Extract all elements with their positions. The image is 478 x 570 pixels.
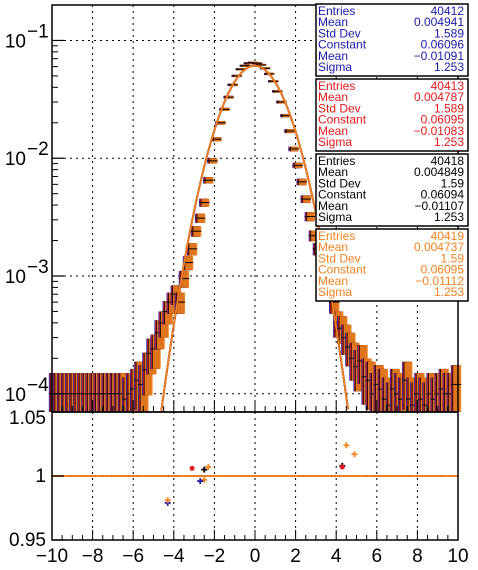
stat-label: Mean (318, 124, 348, 138)
stat-value: −0.01112 (415, 274, 464, 288)
x-tick-label: 0 (250, 546, 261, 567)
x-tick-label: 10 (447, 546, 468, 567)
stat-label: Std Dev (318, 251, 361, 265)
stat-value: 1.253 (434, 210, 464, 224)
stat-value: −0.01091 (414, 49, 465, 63)
y-tick-label: 10 (5, 267, 26, 288)
stat-label: Mean (318, 15, 348, 29)
ratio-outlier (189, 465, 195, 471)
stat-label: Std Dev (318, 176, 361, 190)
stat-label: Mean (318, 165, 348, 179)
stat-value: 1.589 (434, 26, 464, 40)
stat-label: Sigma (318, 135, 352, 149)
stat-value: 40412 (431, 4, 465, 18)
x-tick-label: −8 (82, 546, 104, 567)
stat-label: Constant (318, 188, 367, 202)
stat-value: 40413 (431, 79, 465, 93)
ratio-y-tick-label: 1 (35, 466, 46, 487)
stat-value: 0.004849 (414, 165, 464, 179)
stat-value: 40418 (431, 154, 465, 168)
stat-label: Mean (318, 90, 348, 104)
stat-boxes: Entries 40412 Mean 0.004941 Std Dev 1.589 Cons… (315, 3, 469, 302)
ratio-panel-data (51, 442, 459, 506)
stat-label: Sigma (318, 210, 352, 224)
stat-value: −0.01083 (414, 124, 465, 138)
x-tick-label: −4 (163, 546, 185, 567)
stat-label: Mean (318, 49, 348, 63)
stat-value: 0.004941 (414, 15, 464, 29)
x-tick-label: −10 (36, 546, 68, 567)
stat-value: 0.004737 (414, 240, 464, 254)
stat-label: Entries (318, 229, 355, 243)
stat-box (315, 153, 469, 227)
y-tick-exponent: −4 (27, 375, 49, 396)
stat-value: 40419 (431, 229, 465, 243)
stat-box (315, 228, 469, 302)
ratio-panel-axes: 1.05 1 0.95−10 −8 −6 −4 −2 0 2 4 6 8 10 (9, 408, 469, 567)
stat-label: Entries (318, 4, 355, 18)
y-tick-label: 10 (5, 149, 26, 170)
stat-label: Std Dev (318, 101, 361, 115)
y-tick-label: 10 (5, 31, 26, 52)
stat-value: 1.253 (434, 60, 464, 74)
stat-label: Constant (318, 38, 367, 52)
stat-value: 1.253 (434, 285, 464, 299)
y-tick-exponent: −3 (27, 257, 49, 278)
y-tick-exponent: −2 (27, 139, 49, 160)
stat-label: Constant (318, 263, 367, 277)
stat-label: Sigma (318, 285, 352, 299)
stat-value: 0.06095 (421, 263, 465, 277)
stat-box (315, 78, 469, 152)
y-tick-label: 10 (5, 385, 26, 406)
stat-value: 0.06096 (421, 38, 465, 52)
x-tick-label: 6 (372, 546, 383, 567)
main-panel-data (48, 61, 462, 412)
x-tick-label: −6 (122, 546, 144, 567)
stat-label: Sigma (318, 60, 352, 74)
stat-value: 0.06095 (421, 113, 465, 127)
stat-label: Mean (318, 240, 348, 254)
ratio-y-tick-label: 0.95 (9, 530, 46, 551)
data-errorbox (181, 270, 190, 288)
data-errorbox (453, 365, 462, 412)
x-tick-label: 8 (412, 546, 423, 567)
data-errorbox (152, 334, 161, 369)
stat-value: 1.59 (441, 176, 465, 190)
data-errorbox (160, 311, 169, 338)
stat-label: Mean (318, 199, 348, 213)
x-tick-label: 2 (290, 546, 301, 567)
data-errorbox (177, 292, 186, 314)
data-errorbox (331, 292, 340, 314)
stat-value: 1.253 (434, 135, 464, 149)
stat-value: −0.01107 (415, 199, 465, 213)
x-tick-label: −2 (204, 546, 226, 567)
x-tick-label: 4 (331, 546, 342, 567)
stat-value: 0.06094 (421, 188, 465, 202)
stat-value: 1.589 (434, 101, 464, 115)
stat-label: Entries (318, 79, 355, 93)
main-panel-y-axis: 10−110−210−310−4 (5, 4, 459, 412)
ratio-y-tick-label: 1.05 (9, 408, 46, 429)
stat-label: Mean (318, 274, 348, 288)
stat-box (315, 3, 469, 77)
stat-label: Std Dev (318, 26, 361, 40)
stat-value: 0.004787 (414, 90, 464, 104)
stat-label: Constant (318, 113, 367, 127)
stat-label: Entries (318, 154, 355, 168)
ratio-outlier (339, 464, 345, 470)
stat-value: 1.59 (441, 251, 465, 265)
y-tick-exponent: −1 (27, 21, 49, 42)
